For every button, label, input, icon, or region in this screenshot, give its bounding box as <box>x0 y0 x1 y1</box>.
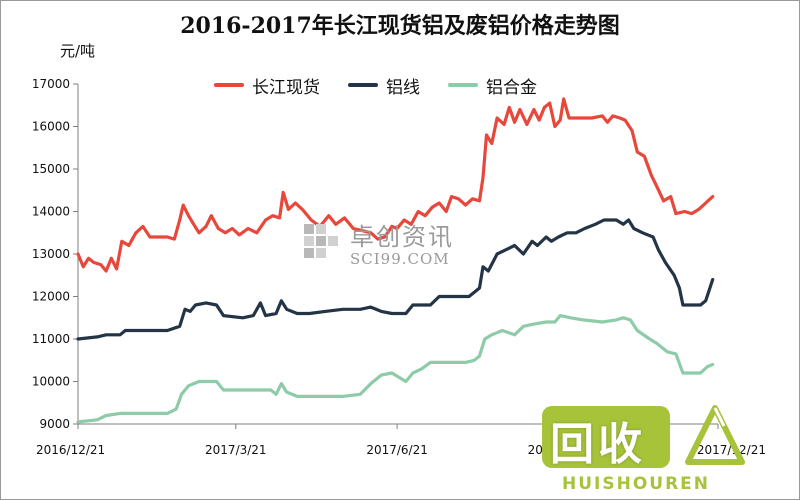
legend-item-aluminum-wire: 铝线 <box>348 73 420 98</box>
series-line-aluminum-alloy <box>76 314 715 424</box>
series-line-aluminum-wire <box>76 218 715 341</box>
watermark-logo-icon <box>304 224 338 258</box>
y-tick-label: 10000 <box>32 375 70 389</box>
y-tick-label: 16000 <box>32 120 70 134</box>
y-tick-label: 9000 <box>39 417 70 431</box>
recycle-triangle-icon <box>685 405 745 465</box>
legend-label-changjiang: 长江现货 <box>252 77 320 98</box>
y-tick-label: 13000 <box>32 247 70 261</box>
chart-legend: 长江现货 铝线 铝合金 <box>214 72 565 98</box>
x-tick-label: 2017/12/21 <box>697 443 766 457</box>
x-tick-label: 2016/12/21 <box>36 443 105 457</box>
y-axis-unit-label: 元/吨 <box>60 42 96 60</box>
legend-item-changjiang: 长江现货 <box>214 73 320 98</box>
brand-logo: 回收 HUISHOUREN <box>540 402 780 497</box>
y-tick-label: 17000 <box>32 77 70 91</box>
watermark-text-en: SCI99.COM <box>350 250 450 268</box>
series-line-changjiang <box>76 97 715 273</box>
y-tick-label: 15000 <box>32 162 70 176</box>
legend-swatch-aluminum-alloy <box>448 83 478 87</box>
brand-logo-box <box>542 406 670 468</box>
brand-logo-text-cn: 回收 <box>550 419 646 470</box>
y-tick-label: 12000 <box>32 290 70 304</box>
legend-item-aluminum-alloy: 铝合金 <box>448 73 537 98</box>
legend-swatch-changjiang <box>214 83 244 87</box>
watermark: 卓创资讯 SCI99.COM <box>304 224 454 268</box>
watermark-text-cn: 卓创资讯 <box>350 223 454 251</box>
y-tick-label: 11000 <box>32 332 70 346</box>
brand-logo-text-en: HUISHOUREN <box>562 474 711 494</box>
legend-swatch-aluminum-wire <box>348 83 378 87</box>
x-tick-label: 2017/6/21 <box>366 443 428 457</box>
y-tick-label: 14000 <box>32 205 70 219</box>
chart-title: 2016-2017年长江现货铝及废铝价格走势图 <box>180 13 620 39</box>
x-tick-label: 2017/3/21 <box>205 443 267 457</box>
legend-label-aluminum-wire: 铝线 <box>386 77 420 98</box>
legend-label-aluminum-alloy: 铝合金 <box>486 77 537 98</box>
